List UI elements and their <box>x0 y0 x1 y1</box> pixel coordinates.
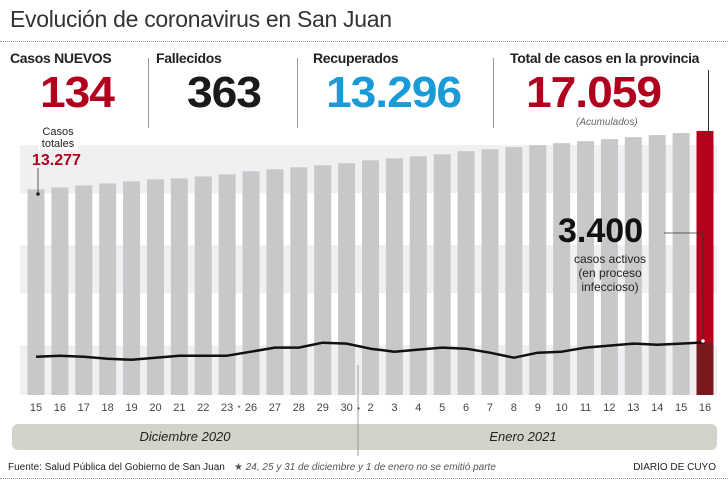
x-tick-label: 23 <box>221 402 234 414</box>
bar-total-cases <box>51 187 69 395</box>
bar-total-cases <box>553 143 571 395</box>
active-label: casos activos (en proceso infeccioso) <box>573 252 647 294</box>
x-tick-label: 3 <box>391 402 398 414</box>
divider <box>0 41 728 42</box>
bar-total-cases <box>218 174 236 395</box>
x-tick-label: 11 <box>579 402 592 414</box>
bar-total-cases <box>385 158 403 395</box>
brand-name: DIARIO DE CUYO <box>633 462 716 473</box>
bar-total-cases <box>648 135 666 395</box>
first-value: 13.277 <box>32 152 81 169</box>
x-tick-label: 6 <box>463 402 470 414</box>
x-tick-label: 8 <box>510 402 517 414</box>
star-marker: * <box>237 404 241 413</box>
bar-total-cases <box>338 163 356 395</box>
bar-total-cases <box>696 130 714 395</box>
x-tick-label: 2 <box>367 402 374 414</box>
footnote: ★ 24, 25 y 31 de diciembre y 1 de enero … <box>234 462 496 473</box>
x-tick-label: 29 <box>316 402 329 414</box>
x-tick-label: 14 <box>651 402 664 414</box>
stat-value-total: 17.059 <box>526 68 662 117</box>
bar-total-cases <box>577 141 595 395</box>
stat-label-total: Total de casos en la provincia <box>510 50 700 66</box>
stat-label-deaths: Fallecidos <box>156 50 222 66</box>
bar-total-cases <box>242 171 260 395</box>
bar-total-cases <box>362 160 379 395</box>
bar-total-cases <box>290 167 308 395</box>
bar-total-cases <box>409 156 427 395</box>
bar-total-cases <box>194 176 212 395</box>
x-tick-label: 10 <box>555 402 568 414</box>
active-leader-line <box>664 232 704 341</box>
bar-total-cases <box>266 169 284 395</box>
x-tick-label: 13 <box>627 402 640 414</box>
bar-total-cases <box>505 147 523 395</box>
total-leader-line <box>708 70 709 132</box>
bar-total-cases <box>433 154 451 395</box>
first-label: Casos totales <box>38 126 78 150</box>
x-tick-label: 4 <box>415 402 422 414</box>
stat-value-recovered: 13.296 <box>326 68 462 117</box>
divider <box>0 478 728 479</box>
month-label-jan: Enero 2021 <box>489 429 557 444</box>
x-tick-label: 16 <box>53 402 67 414</box>
x-tick-label: 9 <box>534 402 541 414</box>
active-point-marker <box>701 339 705 343</box>
x-tick-label: 17 <box>77 402 90 414</box>
bar-total-cases <box>457 151 475 395</box>
bar-total-cases <box>170 178 188 395</box>
bar-total-cases <box>99 183 117 395</box>
bar-total-cases <box>672 133 690 395</box>
bar-total-cases <box>600 139 618 395</box>
bar-total-cases <box>481 149 499 395</box>
x-tick-label: 21 <box>173 402 186 414</box>
x-tick-label: 18 <box>101 402 114 414</box>
bar-total-cases <box>123 181 141 395</box>
bar-active-cases <box>696 342 714 395</box>
x-tick-label: 7 <box>486 402 494 414</box>
bar-total-cases <box>146 179 164 395</box>
bar-total-cases <box>314 165 332 395</box>
x-tick-label: 22 <box>197 402 210 414</box>
stat-value-new: 134 <box>40 68 115 117</box>
bar-total-cases <box>27 189 45 395</box>
stat-value-deaths: 363 <box>187 68 262 117</box>
x-tick-label: 15 <box>674 402 688 414</box>
x-tick-label: 5 <box>439 402 446 414</box>
x-tick-label: 15 <box>29 402 43 414</box>
source-text: Fuente: Salud Pública del Gobierno de Sa… <box>8 462 225 473</box>
divider <box>493 58 494 128</box>
stat-label-recovered: Recuperados <box>313 50 399 66</box>
footnote-text: 24, 25 y 31 de diciembre y 1 de enero no… <box>245 462 496 473</box>
x-tick-label: 12 <box>603 402 616 414</box>
x-tick-label: 26 <box>244 402 258 414</box>
x-tick-label: 16 <box>698 402 712 414</box>
star-marker: • <box>357 404 360 413</box>
month-label-dec: Diciembre 2020 <box>139 429 231 444</box>
x-tick-label: 28 <box>292 402 305 414</box>
month-band <box>12 424 717 450</box>
x-tick-label: 19 <box>125 402 138 414</box>
divider <box>297 58 298 128</box>
bar-total-cases <box>529 145 547 395</box>
x-tick-label: 20 <box>149 402 162 414</box>
stat-label-new: Casos NUEVOS <box>10 50 112 66</box>
x-tick-label: 30 <box>340 402 353 414</box>
x-tick-label: 27 <box>268 402 282 414</box>
first-point-marker <box>36 192 40 196</box>
bar-total-cases <box>624 137 642 395</box>
page-title: Evolución de coronavirus en San Juan <box>10 6 392 32</box>
active-cases-line <box>35 341 706 361</box>
total-note: (Acumulados) <box>576 117 638 128</box>
star-icon: ★ <box>234 462 246 473</box>
divider <box>148 58 149 128</box>
active-value: 3.400 <box>558 212 644 250</box>
bar-total-cases <box>75 185 93 395</box>
